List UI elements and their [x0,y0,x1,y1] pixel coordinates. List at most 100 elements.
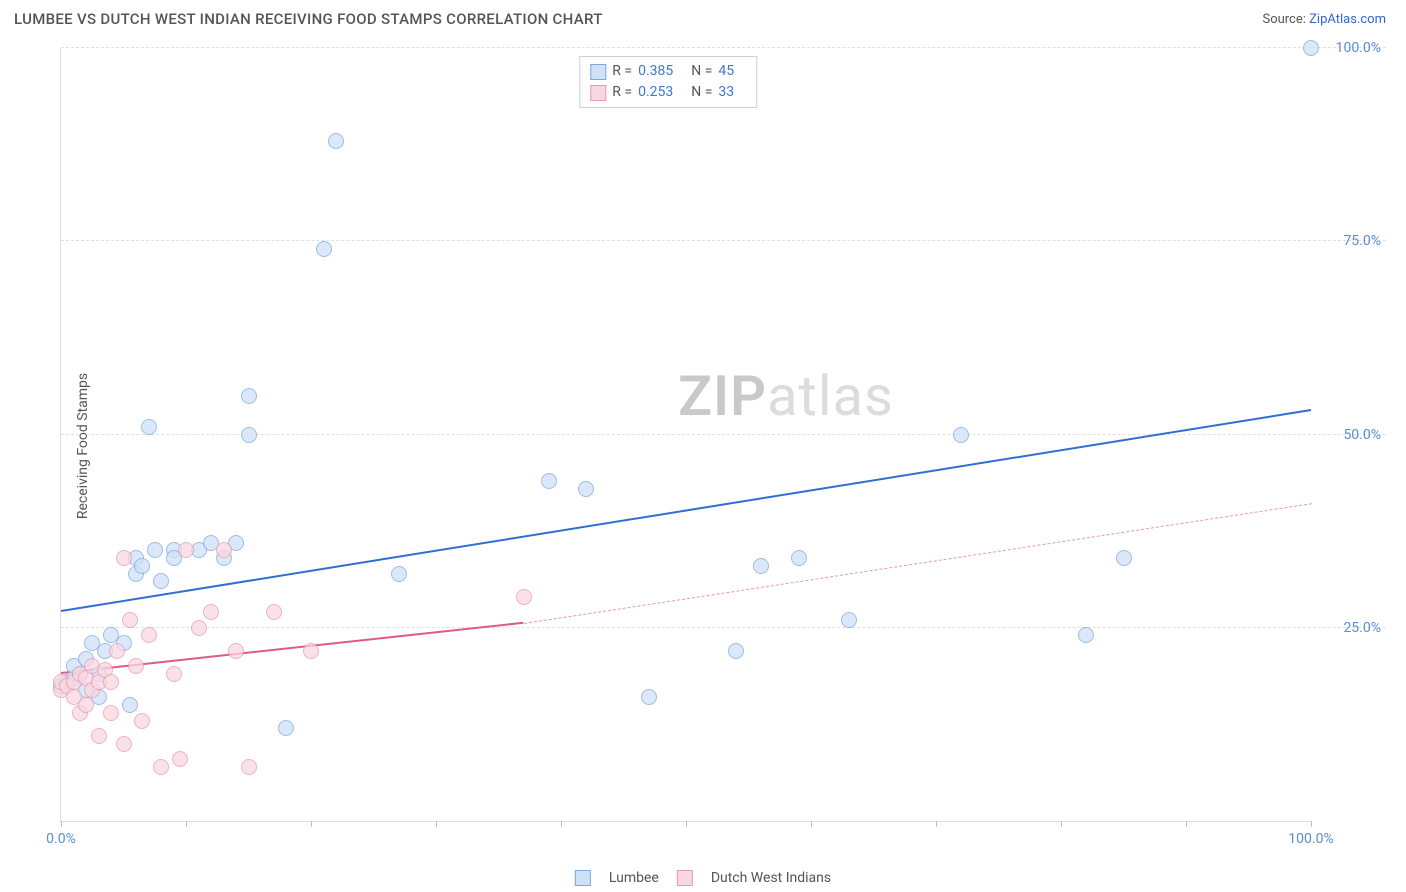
data-point [59,678,75,694]
gridline [61,434,1386,435]
data-point [791,550,807,566]
data-point [166,666,182,682]
plot-region: ZIPatlas R = 0.385 N = 45 R = 0.253 N = … [60,48,1311,822]
legend-swatch-series1 [575,870,591,886]
data-point [241,427,257,443]
data-point [59,674,75,690]
data-point [134,558,150,574]
data-point [116,550,132,566]
bottom-legend: Lumbee Dutch West Indians [575,870,831,886]
data-point [53,682,69,698]
data-point [53,674,69,690]
data-point [841,612,857,628]
swatch-series2 [590,85,606,101]
chart-title: LUMBEE VS DUTCH WEST INDIAN RECEIVING FO… [14,10,603,28]
y-tick-label: 75.0% [1343,233,1381,249]
data-point [128,566,144,582]
data-point [103,674,119,690]
source-attribution: Source: ZipAtlas.com [1262,12,1386,27]
data-point [72,705,88,721]
x-tick [1186,821,1187,827]
source-link[interactable]: ZipAtlas.com [1309,12,1386,27]
data-point [728,643,744,659]
data-point [166,542,182,558]
data-point [316,241,332,257]
data-point [84,658,100,674]
data-point [241,759,257,775]
x-tick [1311,821,1312,827]
data-point [147,542,163,558]
data-point [191,620,207,636]
stats-legend-box: R = 0.385 N = 45 R = 0.253 N = 33 [579,56,757,108]
watermark: ZIPatlas [678,363,894,429]
data-point [97,643,113,659]
x-tick [61,821,62,827]
data-point [141,419,157,435]
data-point [1116,550,1132,566]
data-point [216,550,232,566]
x-tick [311,821,312,827]
data-point [391,566,407,582]
data-point [91,674,107,690]
x-tick-label: 100.0% [1288,831,1333,847]
x-tick-label: 0.0% [46,831,76,847]
trend-line [61,409,1311,612]
data-point [266,604,282,620]
stats-row-series1: R = 0.385 N = 45 [590,61,746,82]
legend-label-series1: Lumbee [609,870,659,886]
data-point [216,542,232,558]
data-point [91,689,107,705]
chart-header: LUMBEE VS DUTCH WEST INDIAN RECEIVING FO… [0,0,1406,34]
data-point [66,674,82,690]
data-point [228,535,244,551]
data-point [541,473,557,489]
y-tick-label: 50.0% [1343,427,1381,443]
trend-line-extension [523,503,1311,624]
data-point [153,573,169,589]
x-tick [811,821,812,827]
trend-line [61,622,524,674]
data-point [228,643,244,659]
x-tick [936,821,937,827]
data-point [122,697,138,713]
swatch-series1 [590,64,606,80]
data-point [203,535,219,551]
data-point [78,697,94,713]
gridline [61,627,1386,628]
data-point [116,635,132,651]
data-point [78,682,94,698]
data-point [1303,40,1319,56]
data-point [84,635,100,651]
data-point [84,682,100,698]
x-tick [1061,821,1062,827]
x-tick [436,821,437,827]
data-point [516,589,532,605]
x-tick [186,821,187,827]
data-point [328,133,344,149]
data-point [641,689,657,705]
data-point [134,713,150,729]
x-tick [561,821,562,827]
data-point [278,720,294,736]
data-point [78,670,94,686]
data-point [122,612,138,628]
legend-swatch-series2 [677,870,693,886]
data-point [53,678,69,694]
data-point [109,643,125,659]
data-point [66,689,82,705]
data-point [128,550,144,566]
data-point [97,662,113,678]
data-point [753,558,769,574]
gridline [61,240,1386,241]
x-tick [686,821,687,827]
gridline [61,47,1386,48]
data-point [78,651,94,667]
data-point [153,759,169,775]
data-point [241,388,257,404]
y-tick-label: 100.0% [1336,40,1381,56]
data-point [178,542,194,558]
data-point [103,627,119,643]
data-point [1078,627,1094,643]
data-point [141,627,157,643]
chart-area: ZIPatlas R = 0.385 N = 45 R = 0.253 N = … [50,48,1386,852]
